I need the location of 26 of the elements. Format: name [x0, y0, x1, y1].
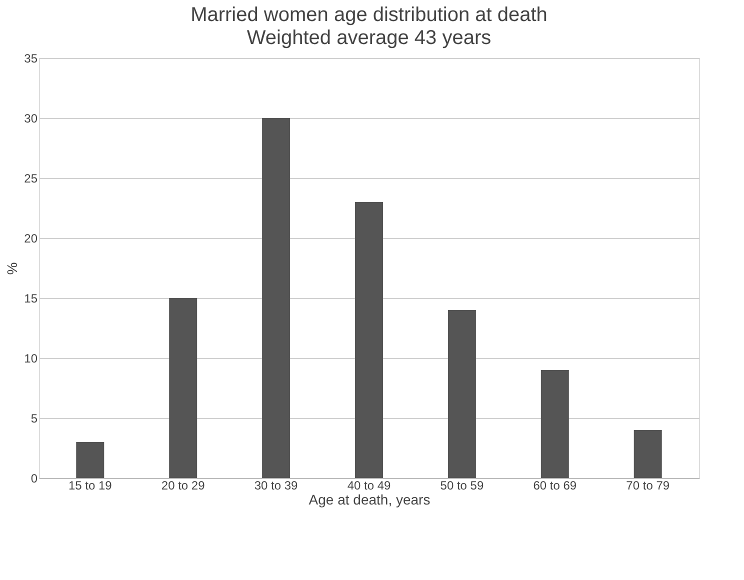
chart-title: Married women age distribution at death — [190, 4, 548, 26]
y-tick-label: 5 — [30, 412, 38, 426]
bar — [448, 310, 476, 478]
y-tick-label: 35 — [24, 52, 38, 66]
y-tick-label: 20 — [24, 232, 38, 246]
bar — [262, 118, 290, 478]
y-tick-label: 10 — [24, 352, 38, 366]
x-tick-label: 60 to 69 — [533, 478, 577, 492]
y-axis-title: % — [4, 262, 20, 275]
bar — [540, 370, 569, 478]
x-tick-label: 15 to 19 — [68, 478, 112, 492]
y-tick-label: 25 — [24, 172, 38, 186]
bar — [355, 202, 383, 478]
y-tick-label: 30 — [24, 112, 38, 126]
x-tick-label: 50 to 59 — [440, 478, 484, 492]
y-tick-label: 0 — [30, 472, 38, 486]
x-tick-label: 20 to 29 — [161, 478, 206, 492]
bar — [76, 442, 104, 478]
y-tick-label: 15 — [24, 292, 38, 306]
chart-subtitle: Weighted average 43 years — [246, 27, 492, 49]
bar — [169, 298, 198, 478]
x-tick-label: 40 to 49 — [347, 478, 392, 492]
x-tick-label: 70 to 79 — [626, 478, 670, 492]
x-tick-label: 30 to 39 — [254, 478, 298, 492]
bar — [634, 430, 662, 478]
x-axis-title: Age at death, years — [308, 492, 430, 508]
